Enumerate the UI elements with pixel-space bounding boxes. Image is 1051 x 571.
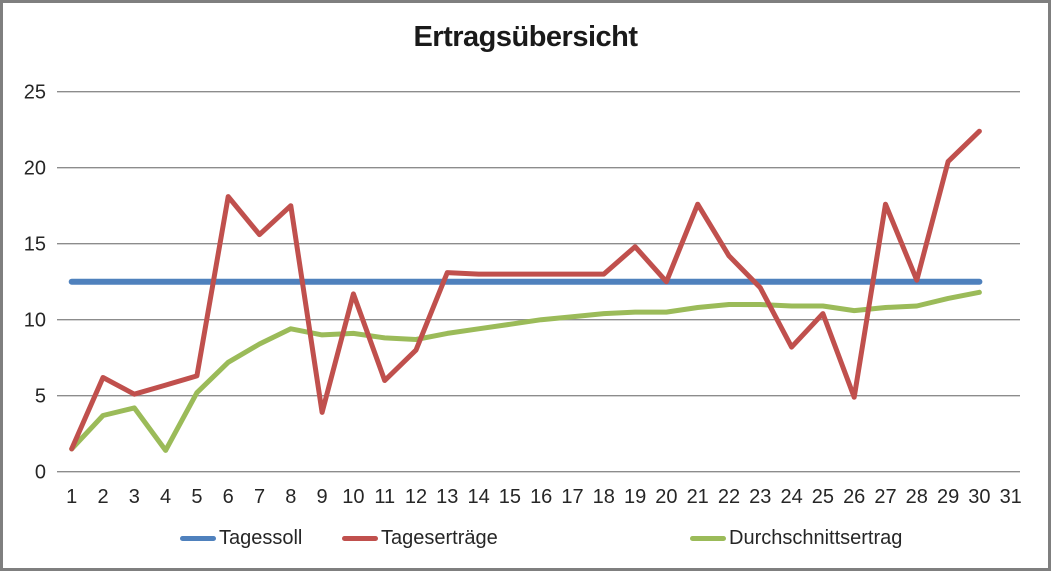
x-tick-label-23: 23 [749,486,771,508]
legend-swatch-durchschnittsertrag [690,535,726,541]
legend-item-tagesertraege: Tageserträge [342,527,498,549]
x-tick-label-11: 11 [374,486,395,508]
y-tick-label-15: 15 [24,234,46,256]
x-tick-label-17: 17 [561,486,583,508]
x-tick-label-4: 4 [160,486,171,508]
x-tick-label-13: 13 [436,486,458,508]
x-tick-label-30: 30 [968,486,990,508]
x-tick-label-12: 12 [405,486,427,508]
y-tick-label-0: 0 [35,462,46,484]
legend-label-tagessoll: Tagessoll [219,526,303,549]
x-tick-label-5: 5 [191,486,202,508]
x-tick-label-15: 15 [499,486,521,508]
chart-title: Ertragsübersicht [413,21,638,53]
series-line-durchschnittsertrag [69,289,982,453]
x-tick-label-10: 10 [342,486,364,508]
legend-swatch-tagesertraege [342,535,378,541]
x-tick-label-22: 22 [718,486,740,508]
legend-item-durchschnittsertrag: Durchschnittsertrag [690,527,902,549]
x-tick-label-2: 2 [97,486,108,508]
x-tick-label-19: 19 [624,486,646,508]
x-tick-label-20: 20 [655,486,677,508]
x-tick-label-28: 28 [906,486,928,508]
x-tick-label-7: 7 [254,486,265,508]
legend-swatch-tagessoll [180,535,216,541]
legend-label-durchschnittsertrag: Durchschnittsertrag [729,526,903,549]
x-tick-label-18: 18 [593,486,615,508]
y-tick-label-25: 25 [24,82,46,104]
x-tick-label-21: 21 [687,486,709,508]
x-tick-label-8: 8 [285,486,296,508]
x-tick-label-3: 3 [129,486,140,508]
x-tick-label-31: 31 [1000,486,1022,508]
x-tick-label-24: 24 [780,486,802,508]
x-tick-label-16: 16 [530,486,552,508]
y-tick-label-5: 5 [35,386,46,408]
x-tick-label-1: 1 [66,486,77,508]
x-tick-label-29: 29 [937,486,959,508]
x-tick-label-14: 14 [467,486,489,508]
legend-item-tagessoll: Tagessoll [180,527,302,549]
y-tick-label-20: 20 [24,158,46,180]
x-tick-label-27: 27 [874,486,896,508]
y-tick-label-10: 10 [24,310,46,332]
legend-label-tagesertraege: Tageserträge [381,526,498,549]
x-tick-label-26: 26 [843,486,865,508]
series-line-tageserträge [69,128,982,452]
x-tick-label-9: 9 [317,486,328,508]
x-tick-label-6: 6 [223,486,234,508]
x-tick-label-25: 25 [812,486,834,508]
